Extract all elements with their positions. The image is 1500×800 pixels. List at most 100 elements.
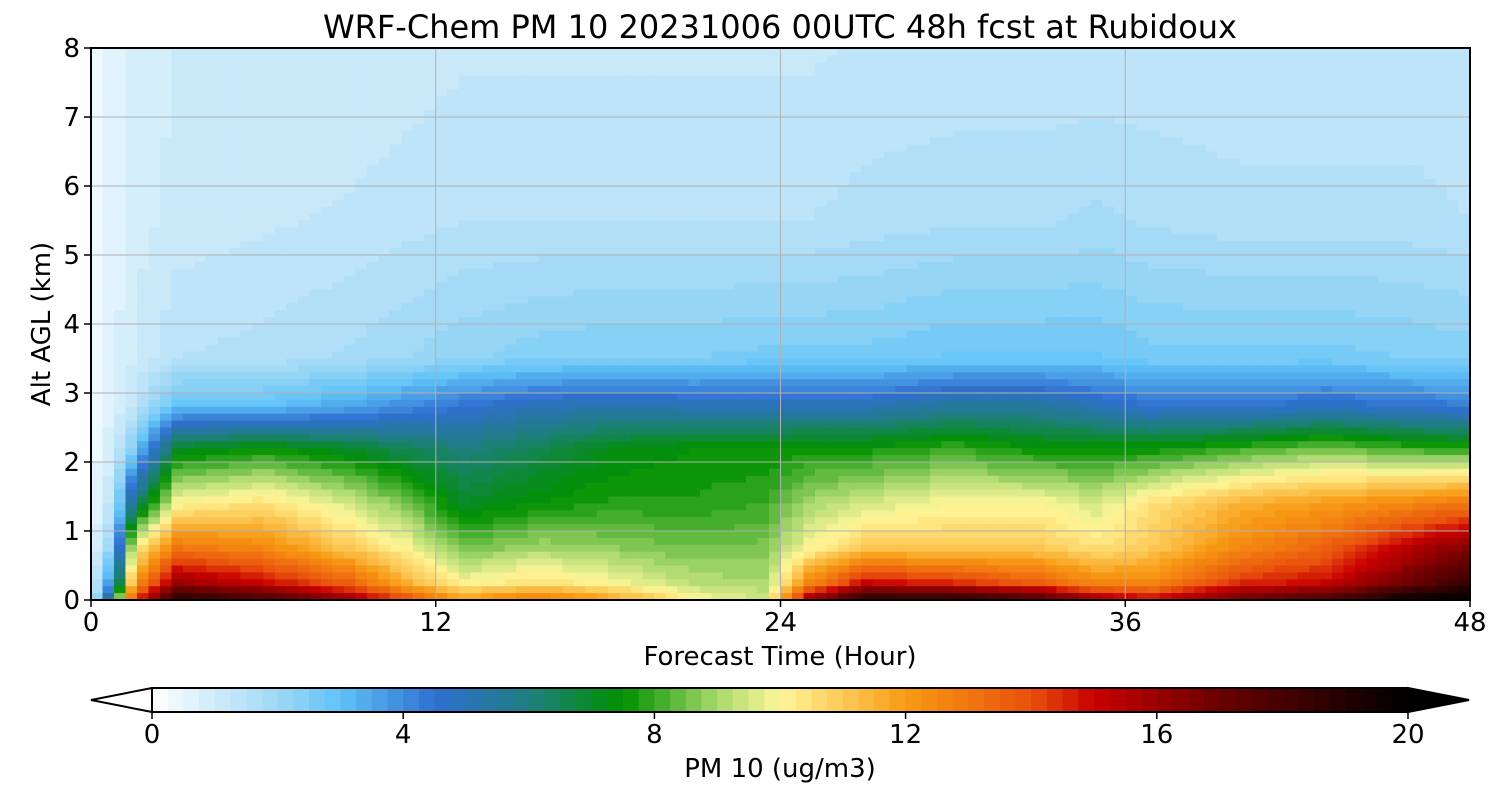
pm10-cell	[424, 324, 437, 332]
pm10-cell	[240, 144, 253, 153]
pm10-cell	[194, 282, 207, 291]
pm10-cell	[1297, 192, 1310, 201]
pm10-cell	[562, 165, 575, 173]
pm10-cell	[527, 158, 540, 166]
pm10-cell	[987, 61, 1000, 70]
pm10-cell	[826, 248, 839, 256]
pm10-cell	[136, 137, 150, 146]
pm10-cell	[1447, 275, 1460, 284]
pm10-cell	[343, 96, 356, 104]
pm10-cell	[251, 137, 264, 146]
pm10-cell	[769, 151, 782, 159]
pm10-cell	[1182, 61, 1195, 70]
pm10-cell	[527, 137, 540, 146]
pm10-cell	[1389, 220, 1402, 228]
pm10-cell	[320, 289, 333, 297]
pm10-cell	[1044, 186, 1057, 194]
pm10-cell	[1424, 192, 1437, 201]
pm10-cell	[780, 123, 793, 132]
pm10-cell	[1240, 123, 1253, 132]
pm10-cell	[481, 227, 494, 235]
pm10-cell	[1447, 317, 1460, 325]
pm10-cell	[1159, 130, 1172, 139]
pm10-cell	[665, 303, 678, 311]
pm10-cell	[883, 317, 897, 325]
pm10-cell	[929, 234, 942, 242]
pm10-cell	[182, 179, 196, 187]
pm10-cell	[1240, 89, 1253, 97]
pm10-cell	[1297, 179, 1310, 187]
pm10-cell	[883, 275, 897, 284]
pm10-cell	[1320, 61, 1333, 70]
pm10-cell	[159, 75, 173, 84]
pm10-cell	[1159, 268, 1172, 277]
pm10-cell	[780, 241, 793, 249]
pm10-cell	[309, 317, 322, 325]
pm10-cell	[1320, 75, 1333, 84]
pm10-cell	[1251, 89, 1264, 97]
pm10-cell	[539, 137, 552, 146]
pm10-cell	[872, 82, 885, 90]
pm10-cell	[849, 206, 862, 215]
pm10-cell	[1251, 324, 1264, 332]
pm10-cell	[1332, 303, 1345, 311]
pm10-cell	[941, 234, 954, 242]
pm10-cell	[573, 330, 586, 339]
pm10-cell	[814, 89, 828, 97]
pm10-cell	[987, 324, 1000, 332]
pm10-cell	[596, 144, 609, 153]
pm10-cell	[734, 234, 747, 242]
pm10-cell	[1067, 255, 1080, 263]
pm10-cell	[608, 289, 621, 297]
pm10-cell	[654, 165, 667, 173]
pm10-cell	[952, 48, 965, 56]
pm10-cell	[1102, 324, 1115, 332]
pm10-cell	[412, 206, 425, 215]
pm10-cell	[205, 96, 219, 104]
pm10-cell	[470, 130, 483, 139]
pm10-cell	[1205, 117, 1218, 125]
pm10-cell	[619, 117, 632, 125]
pm10-cell	[435, 199, 448, 208]
pm10-cell	[125, 192, 138, 201]
pm10-cell	[550, 199, 563, 208]
pm10-cell	[1194, 220, 1207, 228]
pm10-cell	[125, 268, 138, 277]
pm10-cell	[1171, 213, 1184, 222]
pm10-cell	[297, 282, 310, 291]
pm10-cell	[1102, 172, 1115, 180]
pm10-cell	[1125, 268, 1138, 277]
pm10-cell	[596, 158, 609, 166]
pm10-cell	[987, 54, 1000, 63]
pm10-cell	[332, 241, 345, 249]
pm10-cell	[1033, 186, 1046, 194]
pm10-cell	[240, 213, 253, 222]
pm10-cell	[1286, 110, 1299, 118]
pm10-cell	[228, 241, 241, 249]
pm10-cell	[102, 117, 115, 125]
pm10-cell	[849, 48, 862, 56]
pm10-cell	[860, 324, 874, 332]
pm10-cell	[746, 117, 759, 125]
pm10-cell	[113, 192, 127, 201]
pm10-cell	[470, 206, 483, 215]
pm10-cell	[1286, 144, 1299, 153]
pm10-cell	[619, 303, 632, 311]
pm10-cell	[642, 268, 655, 277]
pm10-cell	[1263, 282, 1276, 291]
pm10-cell	[171, 227, 184, 235]
pm10-cell	[688, 296, 701, 304]
pm10-cell	[1136, 54, 1149, 63]
pm10-cell	[332, 117, 345, 125]
pm10-cell	[1309, 213, 1322, 222]
pm10-cell	[1320, 255, 1333, 263]
pm10-cell	[389, 255, 402, 263]
pm10-cell	[1286, 75, 1299, 84]
pm10-cell	[757, 96, 770, 104]
pm10-cell	[286, 82, 299, 90]
pm10-cell	[757, 75, 770, 84]
pm10-cell	[458, 123, 471, 132]
pm10-cell	[320, 296, 333, 304]
pm10-cell	[562, 68, 575, 77]
pm10-cell	[883, 117, 897, 125]
